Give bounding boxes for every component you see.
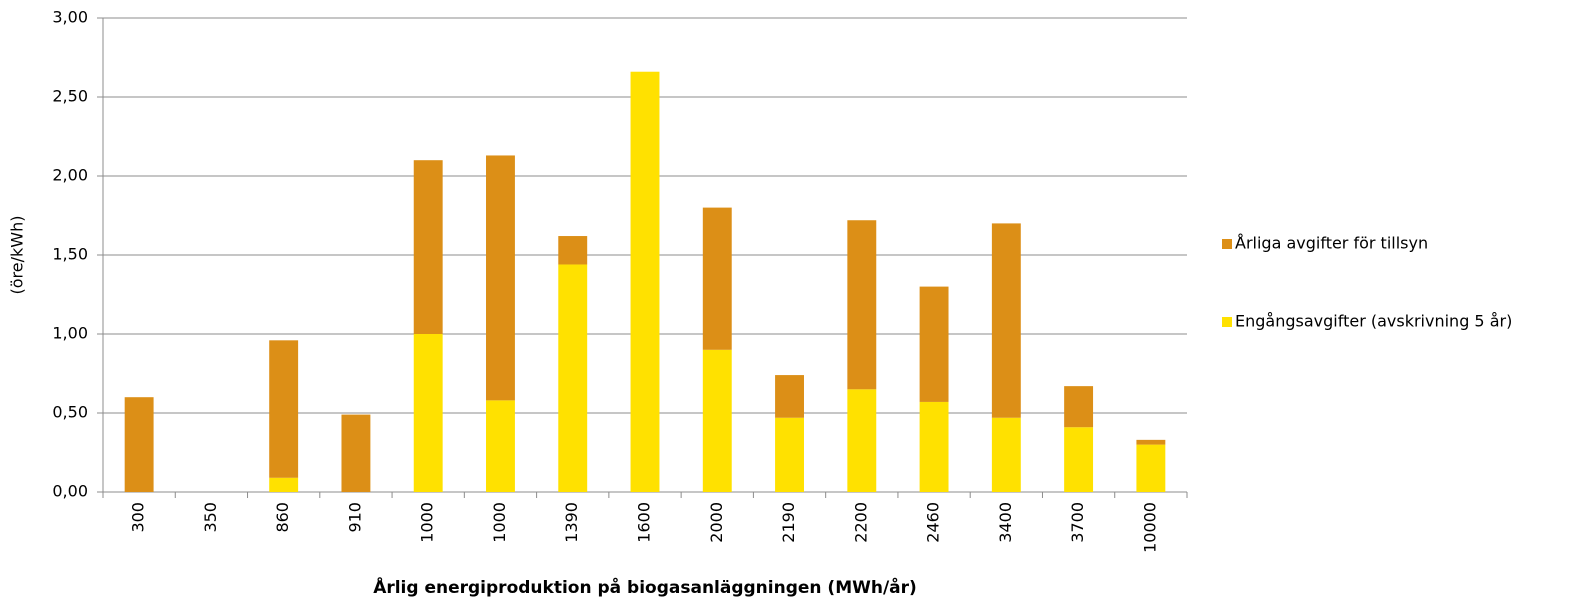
legend-swatch bbox=[1222, 317, 1232, 327]
bar-segment bbox=[269, 477, 299, 492]
x-tick-label: 910 bbox=[345, 502, 364, 533]
x-tick-label: 10000 bbox=[1140, 502, 1159, 553]
x-tick-label: 2460 bbox=[924, 502, 943, 543]
bar-segment bbox=[1136, 444, 1166, 492]
y-tick-label: 2,50 bbox=[52, 87, 88, 106]
x-tick-label: 350 bbox=[201, 502, 220, 533]
x-tick-label: 1000 bbox=[418, 502, 437, 543]
y-tick-label: 1,00 bbox=[52, 324, 88, 343]
x-tick-label: 3700 bbox=[1068, 502, 1087, 543]
x-axis-title: Årlig energiproduktion på biogasanläggni… bbox=[373, 575, 917, 598]
x-tick-label: 1000 bbox=[490, 502, 509, 543]
bar-segment bbox=[630, 71, 660, 492]
bar-segment bbox=[847, 220, 877, 390]
bar-segment bbox=[124, 397, 154, 492]
y-tick-label: 2,00 bbox=[52, 166, 88, 185]
bar-segment bbox=[1136, 439, 1166, 445]
bar-segment bbox=[991, 223, 1021, 418]
bar-segment bbox=[775, 375, 804, 418]
bar-segment bbox=[486, 155, 515, 401]
bar-segment bbox=[413, 160, 443, 334]
bar-segment bbox=[486, 400, 515, 492]
bar-segment bbox=[991, 417, 1021, 492]
y-tick-label: 0,50 bbox=[52, 403, 88, 422]
legend-label: Årliga avgifter för tillsyn bbox=[1235, 234, 1428, 253]
y-tick-label: 3,00 bbox=[52, 8, 88, 27]
x-tick-label: 2000 bbox=[707, 502, 726, 543]
bar-segment bbox=[558, 236, 588, 265]
y-tick-label: 0,00 bbox=[52, 482, 88, 501]
legend-label: Engångsavgifter (avskrivning 5 år) bbox=[1235, 312, 1512, 331]
x-tick-label: 1600 bbox=[635, 502, 654, 543]
bar-segment bbox=[847, 389, 877, 492]
y-tick-label: 1,50 bbox=[52, 245, 88, 264]
legend-swatch bbox=[1222, 239, 1232, 249]
bar-segment bbox=[341, 414, 371, 492]
x-tick-label: 2190 bbox=[779, 502, 798, 543]
bar-segment bbox=[919, 286, 949, 402]
bar-segment bbox=[702, 207, 732, 350]
bar-segment bbox=[558, 264, 588, 492]
bar-segment bbox=[269, 340, 299, 478]
x-tick-label: 3400 bbox=[996, 502, 1015, 543]
bar-segment bbox=[775, 417, 804, 492]
x-tick-label: 1390 bbox=[562, 502, 581, 543]
bar-segment bbox=[1064, 427, 1094, 492]
bar-segment bbox=[1064, 386, 1094, 428]
bar-segment bbox=[919, 401, 949, 492]
x-tick-label: 2200 bbox=[851, 502, 870, 543]
x-tick-label: 300 bbox=[129, 502, 148, 533]
y-axis-title: (öre/kWh) bbox=[8, 216, 27, 295]
x-tick-label: 860 bbox=[273, 502, 292, 533]
bar-segment bbox=[702, 349, 732, 492]
bar-segment bbox=[413, 334, 443, 492]
